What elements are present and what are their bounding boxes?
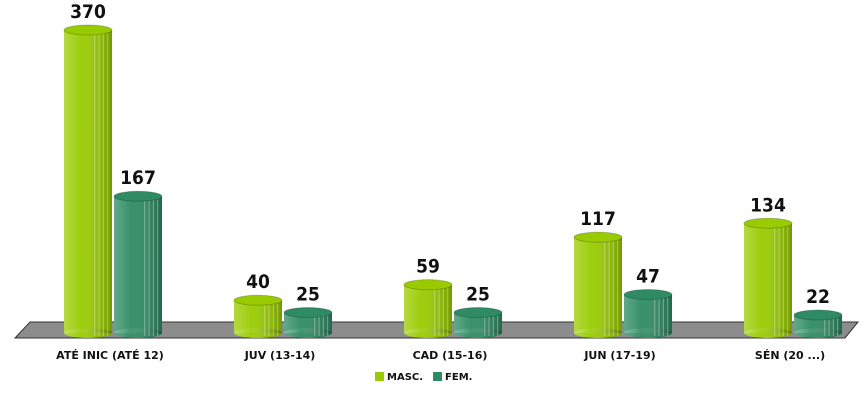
bar [573,231,623,338]
bar-part [794,314,842,333]
bar [63,24,113,338]
bar-part [404,284,452,333]
bar-part [63,24,113,36]
value-label: 47 [636,266,660,288]
bar-part [114,196,162,333]
value-label: 134 [750,194,786,216]
bar-part [573,231,623,243]
legend-label: MASC. [387,372,423,383]
value-label: 22 [806,286,830,308]
bar-part [453,307,503,319]
x-tick-label: CAD (15-16) [413,349,488,362]
bar-part [793,309,843,321]
bar-part [623,289,673,301]
bar-part [454,312,502,333]
value-label: 25 [296,284,320,306]
value-label: 370 [70,1,106,23]
bar [283,307,333,338]
bar-part [574,237,622,333]
x-tick-label: JUN (17-19) [583,349,655,362]
bar-part [234,300,282,333]
bar [743,217,793,338]
bar-part [233,294,283,306]
value-label: 40 [246,271,270,293]
bar-part [284,312,332,333]
value-label: 25 [466,284,490,306]
bar [793,309,843,338]
bar [623,289,673,338]
bar-part [113,190,163,202]
legend-swatch [375,372,384,381]
bar [233,294,283,338]
bar [453,307,503,338]
value-label: 117 [580,208,616,230]
x-tick-label: JUV (13-14) [244,349,316,362]
legend-label: FEM. [445,372,472,383]
legend-swatch [433,372,443,381]
value-label: 167 [120,167,156,189]
bar-part [283,307,333,319]
value-label: 59 [416,256,440,278]
x-tick-label: ATÉ INIC (ATÉ 12) [56,349,164,362]
x-tick-label: SÉN (20 ...) [755,349,825,362]
bar-part [403,279,453,291]
bar [403,279,453,338]
bar-part [743,217,793,229]
bar-part [744,223,792,333]
bar-part [624,294,672,333]
bar-part [64,30,112,333]
bar [113,190,163,338]
